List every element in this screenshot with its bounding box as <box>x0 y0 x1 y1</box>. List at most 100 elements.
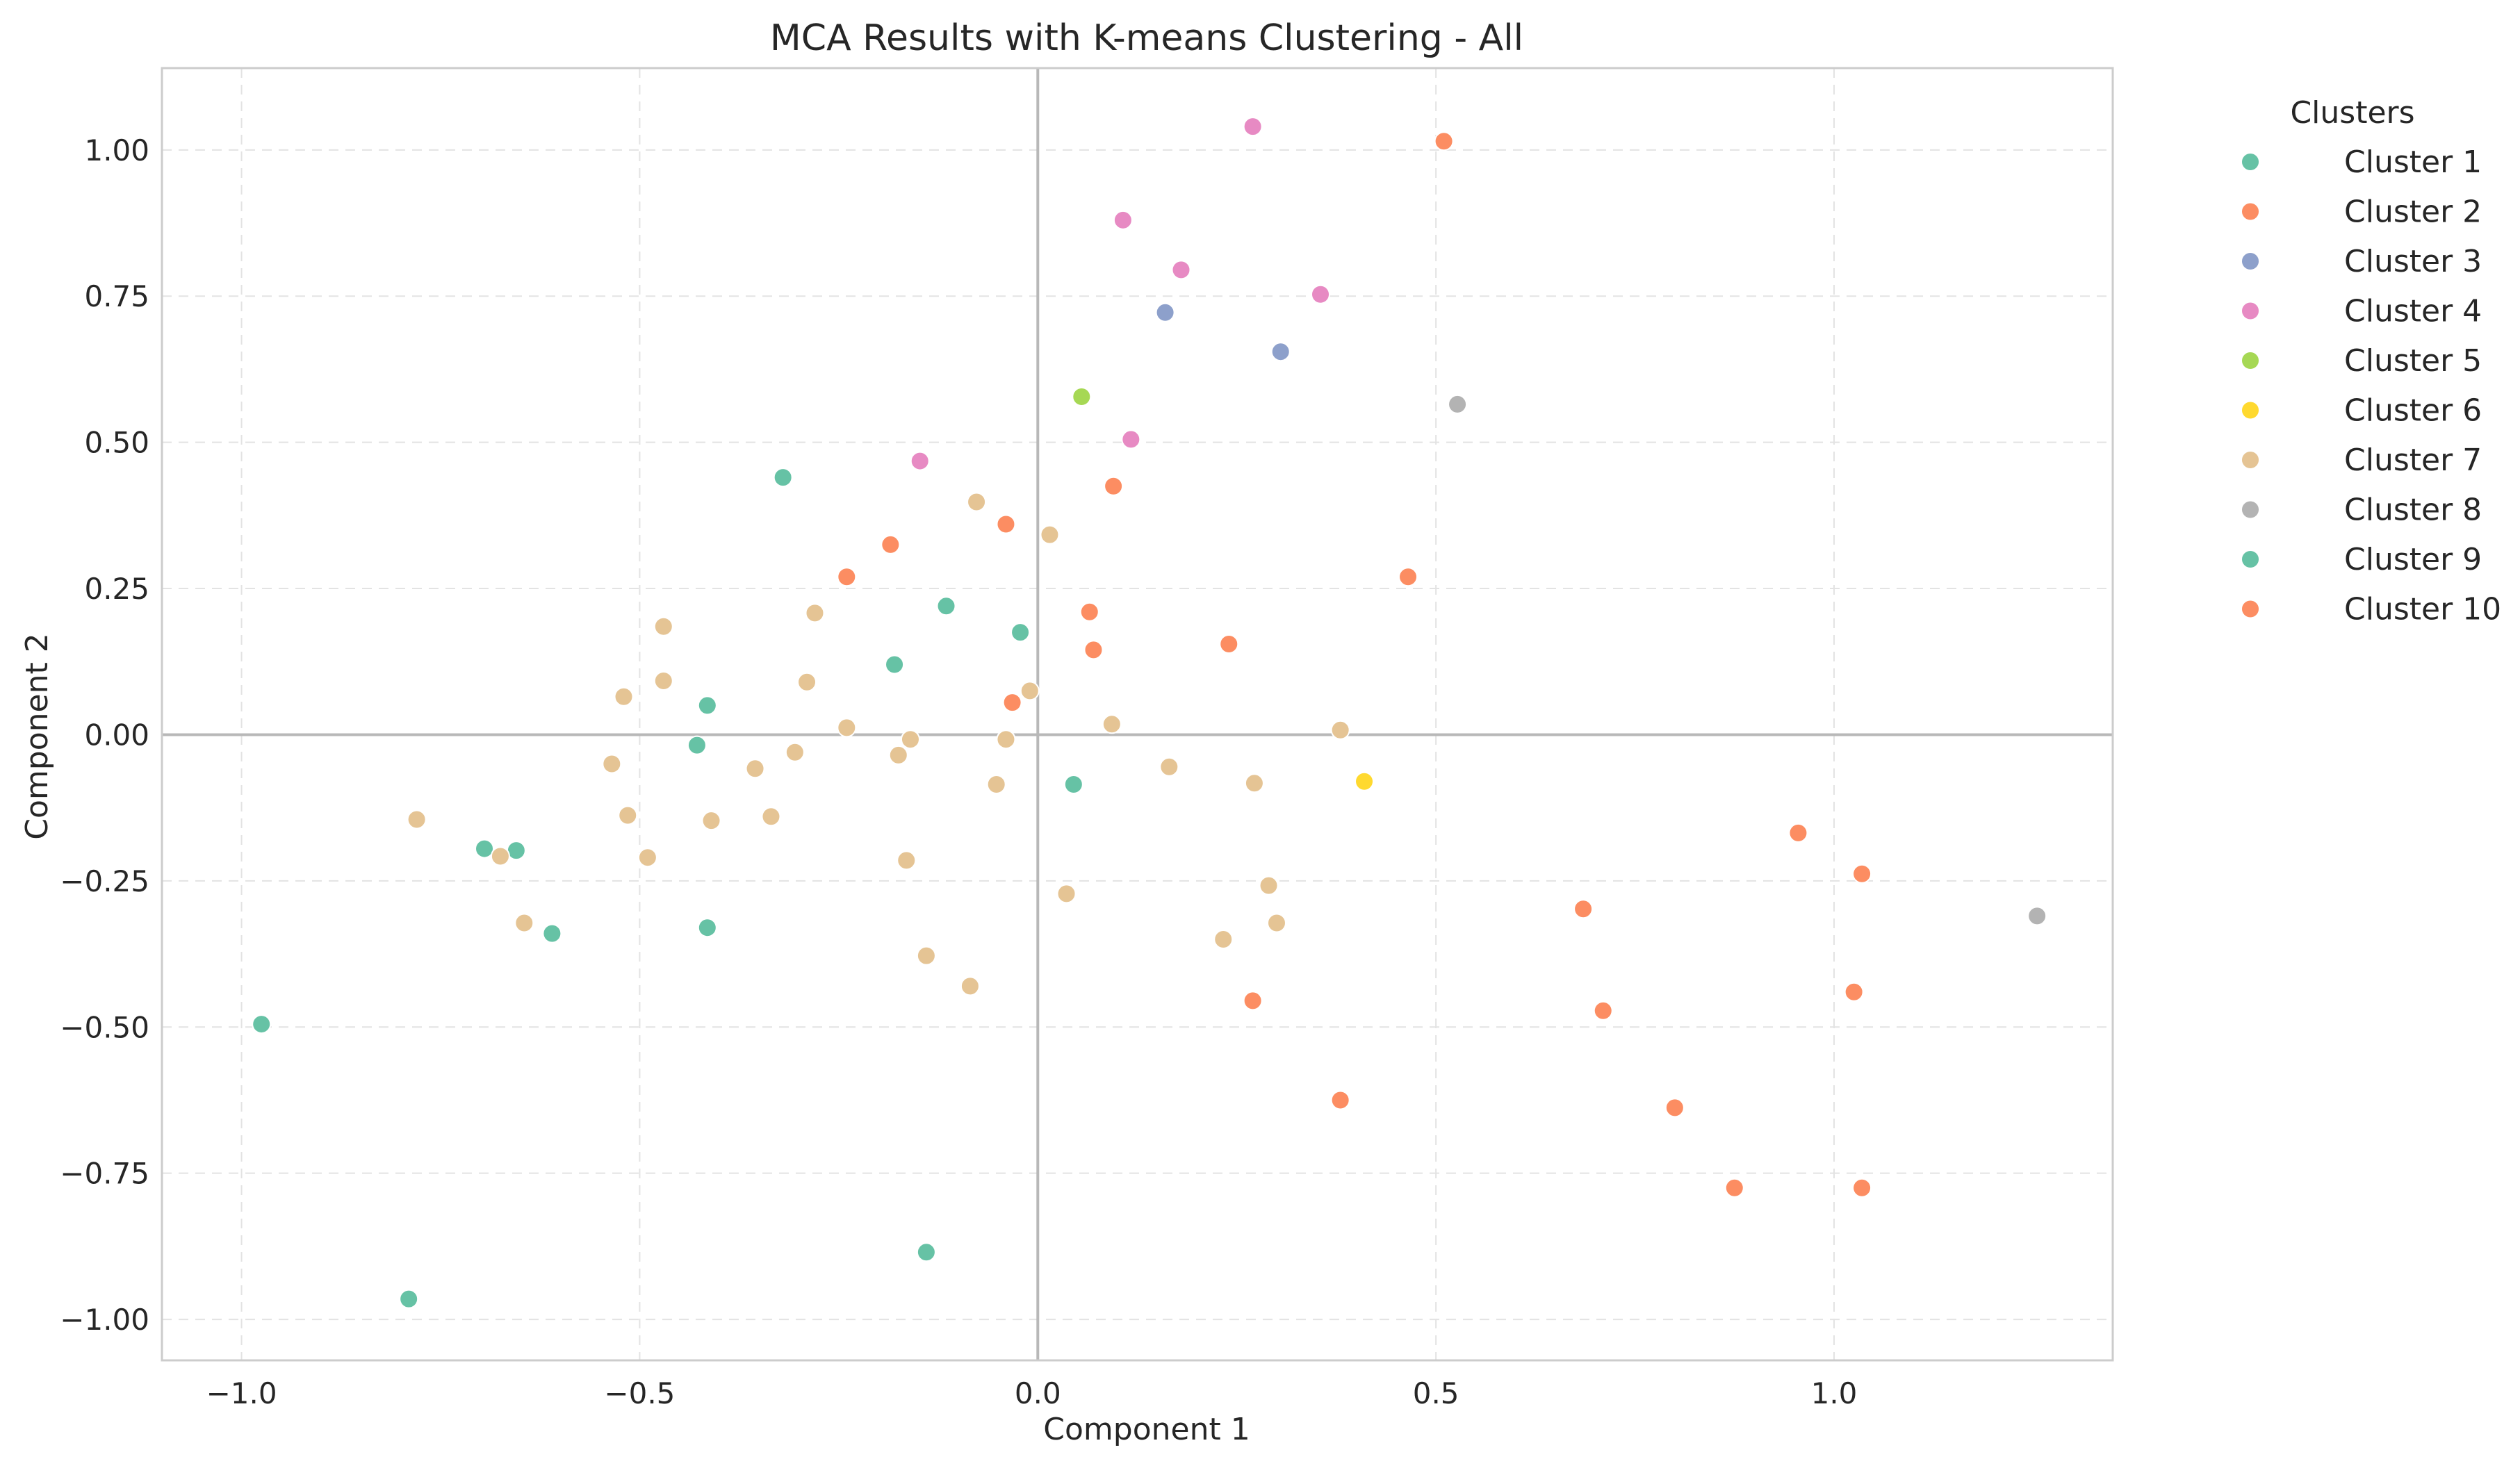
data-point <box>897 850 917 871</box>
y-tick-label: 0.75 <box>84 279 149 313</box>
legend-marker <box>2241 500 2260 520</box>
legend-item: Cluster 4 <box>2241 294 2482 329</box>
data-point <box>602 754 622 774</box>
data-point <box>916 946 936 966</box>
data-point <box>687 735 707 755</box>
data-point <box>1593 1000 1613 1021</box>
legend-label: Cluster 10 <box>2344 592 2501 627</box>
legend-item: Cluster 9 <box>2241 542 2482 577</box>
data-point <box>805 603 825 623</box>
data-point <box>1104 476 1124 496</box>
data-point <box>1852 1178 1872 1198</box>
data-point <box>888 745 908 765</box>
legend-item: Cluster 8 <box>2241 493 2482 528</box>
data-point <box>653 616 673 636</box>
data-point <box>407 809 427 830</box>
data-point <box>1788 823 1808 843</box>
data-point <box>1040 525 1060 545</box>
data-point <box>996 514 1016 534</box>
data-point <box>252 1014 272 1035</box>
data-point <box>1724 1178 1744 1198</box>
data-point <box>1083 640 1104 660</box>
series-2 <box>837 131 1872 1198</box>
data-point <box>1355 771 1375 791</box>
data-point <box>1079 602 1099 622</box>
data-point <box>1434 131 1454 151</box>
data-point <box>1243 991 1263 1011</box>
series-3 <box>1155 302 1291 362</box>
data-point <box>837 567 857 587</box>
data-point <box>745 759 765 779</box>
data-point <box>1171 260 1191 280</box>
y-tick-labels: −1.00 −0.75 −0.50 −0.25 0.00 0.25 0.50 0.75 1.00 <box>60 133 149 1337</box>
x-tick-labels: −1.0 −0.5 0.0 0.5 1.0 <box>206 1376 1858 1410</box>
legend-marker <box>2241 450 2260 470</box>
data-point <box>1155 302 1175 322</box>
data-point <box>1398 567 1418 587</box>
data-point <box>475 839 495 859</box>
data-point <box>697 695 717 716</box>
x-tick-label: −0.5 <box>604 1376 675 1410</box>
legend-marker <box>2241 301 2260 321</box>
y-tick-label: −0.75 <box>60 1157 149 1191</box>
x-axis-label: Component 1 <box>1043 1412 1250 1447</box>
series-5 <box>1072 386 1092 406</box>
legend-label: Cluster 5 <box>2344 343 2482 379</box>
data-point <box>761 807 781 827</box>
data-point <box>653 671 673 691</box>
legend-label: Cluster 2 <box>2344 195 2482 230</box>
data-point <box>967 492 987 512</box>
y-tick-label: −0.50 <box>60 1010 149 1044</box>
legend-marker <box>2241 400 2260 420</box>
x-tick-label: 0.5 <box>1413 1376 1459 1410</box>
data-point <box>1121 429 1141 450</box>
legend-item: Cluster 3 <box>2241 244 2482 279</box>
data-point <box>1244 773 1264 793</box>
legend-marker <box>2241 351 2260 370</box>
data-point <box>1330 1090 1350 1110</box>
data-point <box>1002 693 1022 713</box>
legend-label: Cluster 1 <box>2344 145 2482 180</box>
data-point <box>885 654 905 675</box>
zero-lines <box>162 68 2113 1360</box>
data-point <box>1270 342 1291 362</box>
data-point <box>1113 210 1133 230</box>
data-point <box>1159 757 1179 777</box>
y-tick-label: −0.25 <box>60 864 149 898</box>
y-tick-label: 0.00 <box>84 718 149 752</box>
data-point <box>881 534 901 554</box>
data-point <box>1664 1098 1685 1118</box>
grid-lines <box>162 68 2113 1360</box>
data-point <box>1063 774 1083 794</box>
y-tick-label: 1.00 <box>84 133 149 167</box>
series-8 <box>1448 394 2047 926</box>
data-point <box>542 923 562 943</box>
data-point <box>1311 284 1331 304</box>
data-point <box>1259 875 1279 896</box>
data-point <box>785 742 805 762</box>
legend-item: Cluster 6 <box>2241 393 2482 429</box>
data-point <box>986 774 1006 794</box>
data-point <box>1020 681 1040 701</box>
data-point <box>701 811 721 831</box>
series-1 <box>252 468 1083 1309</box>
legend-item: Cluster 7 <box>2241 443 2482 478</box>
series-6 <box>1355 771 1375 791</box>
legend-marker <box>2241 152 2260 172</box>
x-tick-label: 0.0 <box>1015 1376 1061 1410</box>
data-point <box>1213 930 1234 950</box>
chart-title: MCA Results with K-means Clustering - Al… <box>770 17 1523 59</box>
data-point <box>837 718 857 738</box>
legend-label: Cluster 7 <box>2344 443 2482 478</box>
data-point <box>1102 714 1122 734</box>
data-point <box>1330 720 1350 740</box>
legend-label: Cluster 8 <box>2344 493 2482 528</box>
legend-label: Cluster 9 <box>2344 542 2482 577</box>
data-point <box>910 451 930 471</box>
legend-marker <box>2241 252 2260 271</box>
plot-frame <box>161 67 2114 1362</box>
series-7 <box>407 492 1350 996</box>
data-point <box>1573 899 1594 919</box>
data-point <box>1011 623 1031 643</box>
